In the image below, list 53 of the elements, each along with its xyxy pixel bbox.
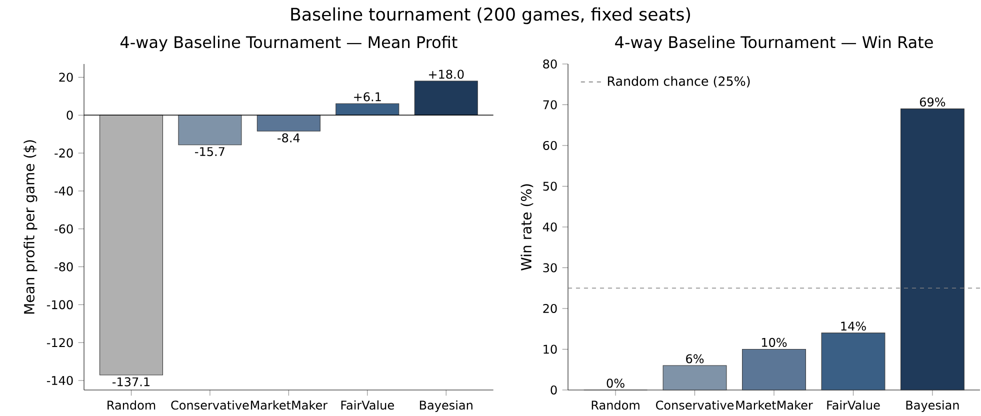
y-tick-label: 80 [543, 59, 557, 69]
x-tick-label: MarketMaker [250, 400, 328, 410]
y-tick-label: 60 [543, 140, 557, 150]
y-axis-title: Mean profit per game ($) [24, 140, 38, 314]
data-label: +18.0 [428, 70, 464, 79]
x-tick-label: FairValue [827, 400, 880, 410]
data-label: 14% [841, 322, 866, 331]
y-tick-label: 0 [66, 110, 73, 120]
data-label: -8.4 [278, 133, 300, 142]
data-label: -137.1 [112, 377, 150, 386]
bar [99, 114, 163, 376]
x-tick-label: Conservative [656, 400, 734, 410]
x-tick-label: Conservative [171, 400, 249, 410]
legend-label: Random chance (25%) [608, 76, 750, 88]
bar [336, 103, 400, 116]
y-tick-label: 10 [544, 344, 557, 354]
y-tick-label: 40 [542, 222, 557, 232]
data-label: 6% [686, 354, 704, 364]
chart-title: 4-way Baseline Tournament — Win Rate [615, 36, 933, 52]
text: Baseline tournament (200 games, fixed seats) [291, 7, 690, 24]
x-tick-label: Random [592, 400, 640, 410]
data-label: 10% [762, 338, 787, 347]
y-tick-label: -40 [54, 186, 73, 196]
y-tick-label: -120 [46, 338, 73, 348]
bar [662, 365, 727, 390]
bar [256, 114, 320, 132]
x-tick-label: Bayesian [420, 400, 472, 412]
y-tick-label: 30 [543, 263, 557, 272]
bar [414, 80, 478, 116]
data-label: 0% [606, 378, 624, 388]
x-tick-label: FairValue [341, 400, 394, 410]
y-tick-label: 0 [550, 385, 557, 395]
x-tick-label: Random [108, 400, 156, 410]
y-tick-label: -60 [54, 224, 73, 234]
chart-title: 4-way Baseline Tournament — Mean Profit [120, 36, 458, 52]
x-tick-label: MarketMaker [736, 400, 813, 410]
x-tick-label: Bayesian [906, 400, 959, 412]
y-axis-title: Win rate (%) [520, 184, 534, 270]
bar [178, 114, 242, 146]
y-tick-label: -80 [54, 262, 73, 272]
bar [821, 332, 886, 390]
bar [900, 108, 964, 390]
data-label: +6.1 [354, 92, 381, 102]
y-tick-label: 20 [59, 72, 73, 82]
y-tick-label: 70 [543, 100, 557, 110]
y-tick-label: -20 [54, 148, 73, 158]
y-tick-label: -100 [46, 300, 73, 310]
data-label: -15.7 [195, 147, 224, 156]
y-tick-label: -140 [46, 376, 73, 386]
bar [742, 348, 806, 390]
data-label: 69% [920, 97, 946, 107]
y-tick-label: 20 [543, 304, 557, 314]
y-tick-label: 50 [543, 182, 557, 191]
